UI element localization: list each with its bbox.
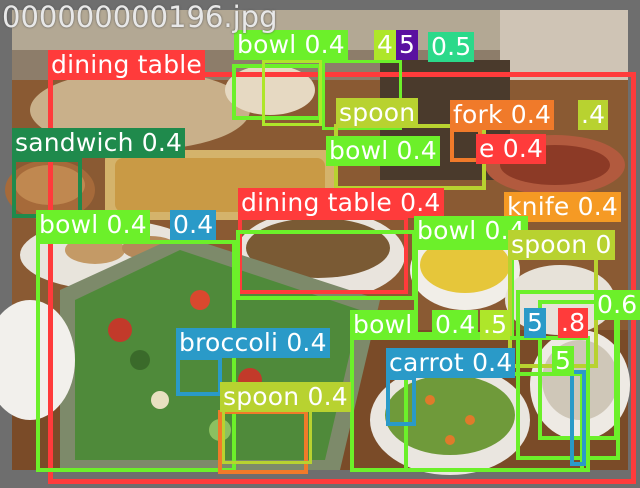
image-filename: 000000000196.jpg: [2, 0, 278, 34]
